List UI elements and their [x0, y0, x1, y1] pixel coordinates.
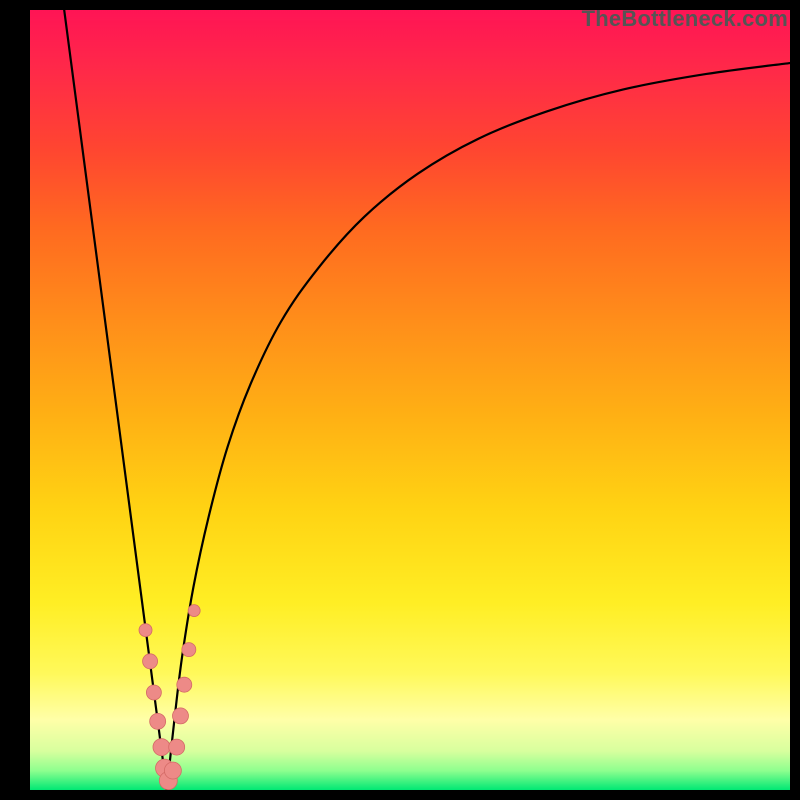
marker-dot [139, 624, 152, 637]
marker-dot [177, 677, 192, 692]
watermark-text: TheBottleneck.com [582, 6, 788, 32]
curve-left-branch [64, 10, 167, 790]
marker-dot [169, 739, 185, 755]
marker-dot [153, 739, 170, 756]
curve-right-branch [167, 63, 790, 790]
marker-dot [164, 762, 181, 779]
marker-dot [182, 643, 196, 657]
marker-dot [150, 713, 166, 729]
marker-dot [188, 605, 200, 617]
plot-svg [0, 0, 800, 800]
marker-dot [146, 685, 161, 700]
marker-dot [172, 708, 188, 724]
chart-root: TheBottleneck.com [0, 0, 800, 800]
marker-group [139, 605, 200, 790]
marker-dot [143, 654, 158, 669]
